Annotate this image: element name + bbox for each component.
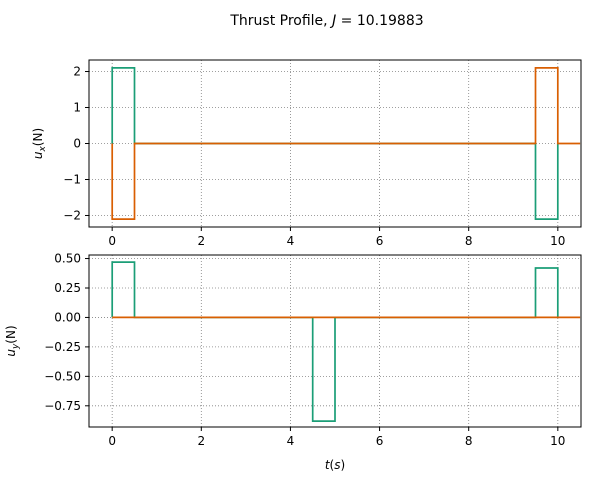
- x-tick-label: 6: [376, 234, 384, 248]
- x-tick-label: 8: [465, 234, 473, 248]
- y-tick-label: 0.00: [54, 310, 81, 324]
- y-axis-label: uy(N): [4, 325, 21, 356]
- subplot-ux: 0 2 4 6 8 10 −2 −1 0 1 2 ux(N): [31, 59, 582, 248]
- chart-title: Thrust Profile, J = 10.19883: [229, 13, 423, 29]
- y-tick-label: −1: [63, 172, 81, 186]
- y-tick-label: 0: [73, 137, 81, 151]
- y-tick-label: 1: [73, 101, 81, 115]
- x-tick-label: 4: [287, 234, 295, 248]
- y-tick-label: −0.75: [44, 399, 81, 413]
- x-tick-label: 6: [376, 434, 384, 448]
- series-line-2: [111, 67, 581, 220]
- y-tick-label: −0.50: [44, 369, 81, 383]
- y-tick-label: −2: [63, 208, 81, 222]
- y-axis-label: ux(N): [31, 128, 48, 159]
- subplot-uy: 0 2 4 6 8 10 −0.75 −0.50 −0.25 0.00 0.25 0.50 uy(N) t…: [4, 252, 582, 472]
- x-axis-label: t(s): [325, 458, 345, 472]
- x-tick-label: 10: [550, 434, 565, 448]
- x-tick-label: 2: [197, 434, 205, 448]
- y-tick-label: −0.25: [44, 340, 81, 354]
- x-tick-label: 8: [465, 434, 473, 448]
- y-tick-label: 0.50: [54, 252, 81, 266]
- x-tick-label: 0: [108, 234, 116, 248]
- x-tick-label: 10: [550, 234, 565, 248]
- x-tick-label: 4: [287, 434, 295, 448]
- x-tick-label: 0: [108, 434, 116, 448]
- y-tick-label: 0.25: [54, 281, 81, 295]
- y-tick-label: 2: [73, 65, 81, 79]
- series-line-1: [111, 261, 559, 422]
- x-tick-label: 2: [197, 234, 205, 248]
- axes-frame: [88, 254, 582, 428]
